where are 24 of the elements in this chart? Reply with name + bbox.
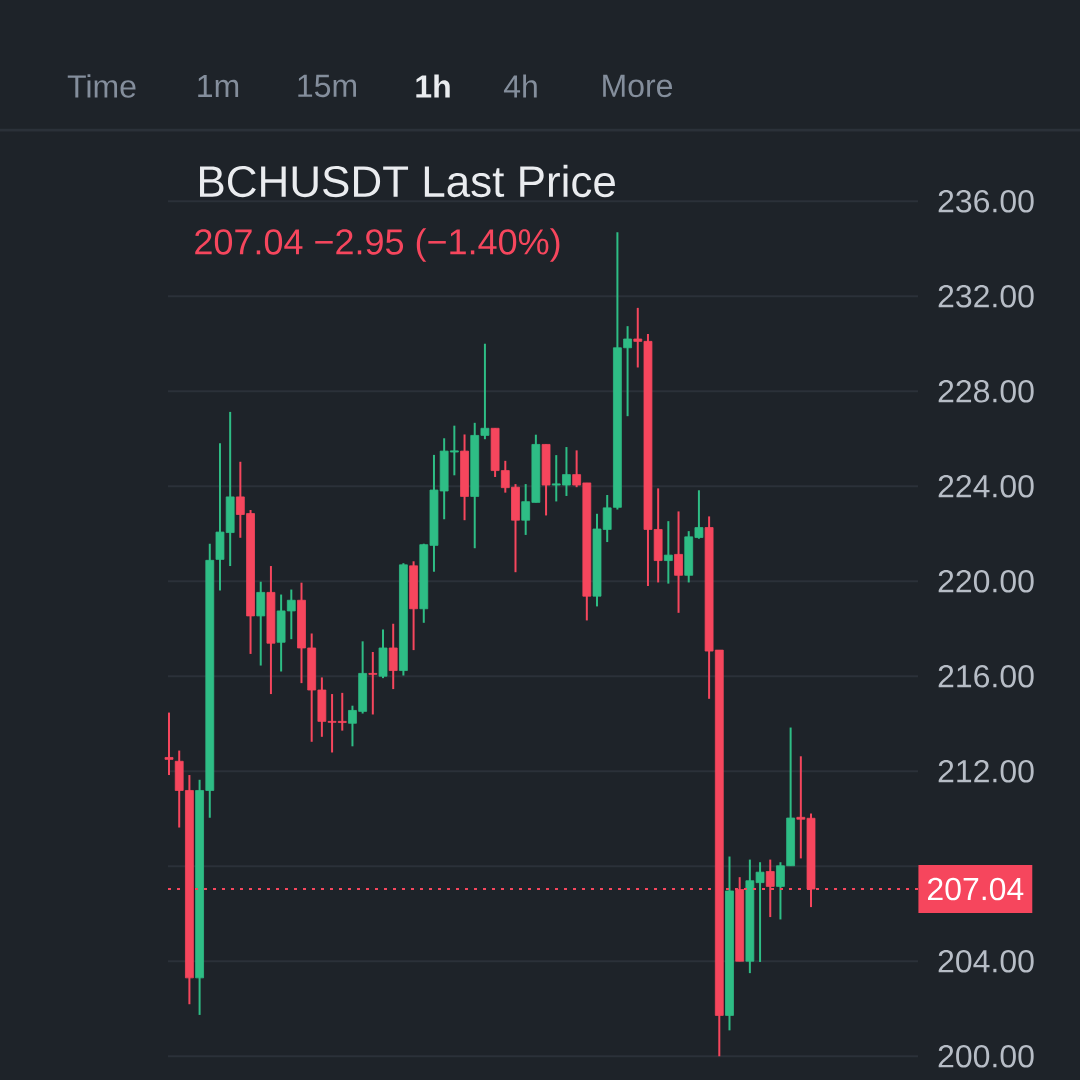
text: 15m xyxy=(298,74,356,98)
text: BCHUSDT Last Price xyxy=(200,164,615,198)
candlestick xyxy=(674,510,683,614)
text: Time xyxy=(67,74,136,98)
y-tick-label: 232.00 xyxy=(938,284,1034,308)
ref-line-label: 207.04 xyxy=(928,877,1024,901)
text: 207.04 −2.95 (−1.40%) xyxy=(195,228,560,262)
y-tick-label: 228.00 xyxy=(938,379,1034,403)
text: 4h xyxy=(503,74,537,98)
y-tick-label: 200.00 xyxy=(938,1044,1034,1068)
candlestick xyxy=(388,622,398,691)
candlestick xyxy=(663,520,673,585)
y-tick-label: 212.00 xyxy=(938,759,1034,783)
text: More xyxy=(603,74,673,98)
candlestick xyxy=(368,651,378,716)
candlestick xyxy=(164,711,174,777)
y-tick-label: 224.00 xyxy=(938,474,1034,498)
text: 1h xyxy=(416,74,450,98)
y-tick-label: 204.00 xyxy=(938,949,1034,973)
y-tick-label: 216.00 xyxy=(938,664,1034,688)
y-tick-label: 236.00 xyxy=(938,189,1034,213)
candlestick xyxy=(256,580,266,667)
text: 1m xyxy=(198,74,239,97)
y-tick-label: 220.00 xyxy=(938,569,1034,593)
